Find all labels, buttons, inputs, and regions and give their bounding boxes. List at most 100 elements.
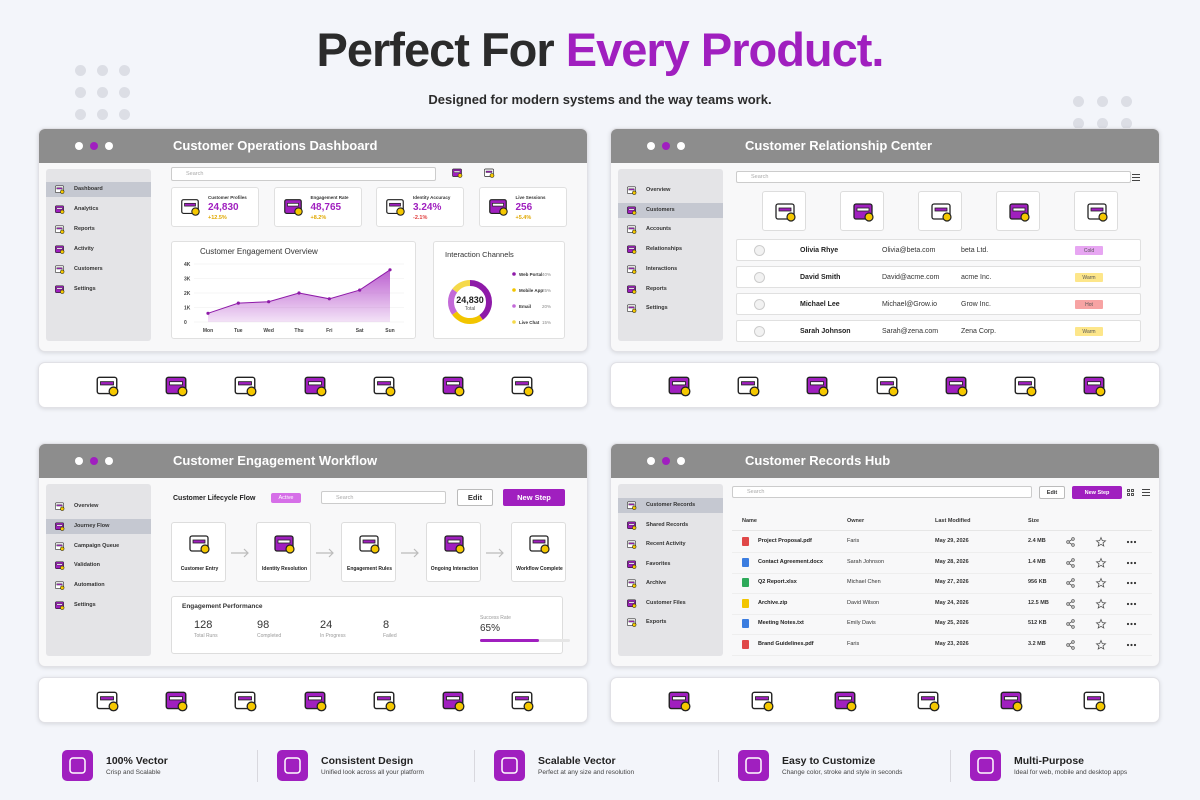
search-box[interactable]: Search bbox=[736, 171, 1131, 183]
icon-shape bbox=[921, 696, 935, 701]
feature-icon bbox=[970, 750, 1001, 781]
icon-shape bbox=[680, 701, 691, 712]
stat-value: 48,765 bbox=[310, 202, 342, 213]
icon-shape bbox=[540, 544, 550, 554]
icon-shape bbox=[385, 701, 396, 712]
nav-item: Journey Flow bbox=[74, 522, 110, 529]
panel-title: Customer Records Hub bbox=[745, 453, 891, 468]
graphic bbox=[1083, 691, 1106, 712]
icon-shape bbox=[628, 542, 635, 545]
file-icon bbox=[742, 598, 749, 608]
graphic bbox=[55, 285, 65, 294]
feature-desc: Unified look across all your platform bbox=[321, 769, 424, 776]
icon-shape bbox=[457, 173, 463, 178]
icon-shape bbox=[60, 566, 65, 571]
donut-segment bbox=[448, 280, 492, 324]
window-dot bbox=[647, 457, 655, 465]
nav-item: Accounts bbox=[646, 226, 672, 233]
icon-shape bbox=[389, 202, 401, 207]
legend-dot bbox=[512, 320, 516, 324]
graphic bbox=[1066, 556, 1137, 568]
status-badge: Warm bbox=[1075, 327, 1103, 336]
icon-shape bbox=[60, 585, 65, 591]
contact-company: Zena Corp. bbox=[961, 328, 997, 335]
row-line bbox=[732, 552, 1152, 553]
legend-value: 20% bbox=[542, 304, 551, 309]
stat-label: Total Runs bbox=[194, 633, 218, 639]
panel: Customer Operations Dashboard Dashboard An… bbox=[38, 128, 588, 352]
header-line bbox=[732, 530, 1152, 531]
donut-segment bbox=[448, 280, 492, 324]
icon-shape bbox=[56, 544, 63, 546]
graphic bbox=[69, 757, 86, 774]
nav-item: Relationships bbox=[646, 246, 683, 253]
icon-strip bbox=[610, 362, 1160, 408]
window-dot bbox=[677, 457, 685, 465]
decor-dot bbox=[1097, 96, 1108, 107]
panel: Customer Relationship Center Overview Cust… bbox=[610, 128, 1160, 352]
button[interactable]: Edit bbox=[1039, 486, 1065, 499]
step-label: Customer Entry bbox=[180, 566, 219, 572]
button-primary[interactable]: New Step bbox=[1072, 486, 1122, 499]
icon-shape bbox=[632, 505, 637, 510]
title-part: Perfect For bbox=[316, 23, 555, 76]
nav-item: Customer Files bbox=[646, 599, 686, 606]
icon-shape bbox=[396, 207, 405, 216]
icon-shape bbox=[1012, 701, 1023, 712]
icon-shape bbox=[56, 267, 63, 270]
decor-dot bbox=[97, 109, 108, 120]
panel: Customer Engagement Workflow Overview Jour… bbox=[38, 443, 588, 667]
search-box[interactable]: Search bbox=[732, 486, 1032, 498]
graphic bbox=[231, 548, 249, 558]
file-date: May 27, 2026 bbox=[935, 579, 969, 585]
graphic bbox=[283, 199, 303, 216]
stat-label: Engagement Rate bbox=[310, 195, 349, 200]
button[interactable]: Edit bbox=[457, 489, 493, 506]
icon-shape bbox=[632, 544, 637, 549]
icon-shape bbox=[838, 696, 852, 701]
subtitle: Designed for modern systems and the way … bbox=[428, 92, 772, 107]
graphic bbox=[627, 501, 637, 510]
point bbox=[297, 291, 301, 295]
panel-header bbox=[611, 444, 1159, 478]
stat-label: In Progress bbox=[320, 633, 346, 639]
icon-shape bbox=[60, 289, 65, 294]
search-box[interactable]: Search bbox=[171, 167, 436, 181]
window-dot bbox=[105, 457, 113, 465]
share-icon bbox=[1066, 642, 1070, 647]
nav-item: Overview bbox=[74, 503, 99, 509]
icon-shape bbox=[632, 603, 637, 608]
decor-dot bbox=[97, 87, 108, 98]
icon-shape bbox=[628, 247, 635, 250]
icon-shape bbox=[453, 170, 461, 173]
point bbox=[358, 288, 362, 292]
graphic bbox=[55, 205, 65, 214]
search-box[interactable]: Search bbox=[321, 491, 446, 504]
contact-email: Michael@Grow.io bbox=[882, 301, 937, 308]
more-icon bbox=[1126, 622, 1130, 626]
icon-shape bbox=[515, 381, 529, 386]
graphic bbox=[737, 376, 760, 397]
graphic bbox=[977, 757, 994, 774]
legend-value: 25% bbox=[542, 288, 551, 293]
graphic bbox=[55, 542, 65, 551]
button-primary[interactable]: New Step bbox=[503, 489, 565, 506]
graphic bbox=[511, 691, 534, 712]
icon-shape bbox=[1017, 381, 1032, 386]
legend-dot bbox=[512, 272, 516, 276]
share-icon bbox=[1071, 578, 1075, 582]
icon-shape bbox=[628, 522, 635, 525]
feature-title: Easy to Customize bbox=[782, 755, 876, 767]
icon-shape bbox=[489, 173, 495, 178]
icon-shape bbox=[888, 386, 898, 397]
icon-shape bbox=[60, 189, 65, 194]
graphic bbox=[1000, 691, 1023, 712]
icon-card bbox=[762, 191, 806, 231]
icon-shape bbox=[763, 701, 774, 712]
file-size: 1.4 MB bbox=[1028, 558, 1046, 565]
stat-value: 8 bbox=[383, 619, 390, 631]
nav-item: Settings bbox=[74, 602, 96, 608]
more-icon bbox=[1130, 581, 1133, 585]
graphic bbox=[501, 757, 518, 774]
menu-icon bbox=[1132, 177, 1140, 179]
